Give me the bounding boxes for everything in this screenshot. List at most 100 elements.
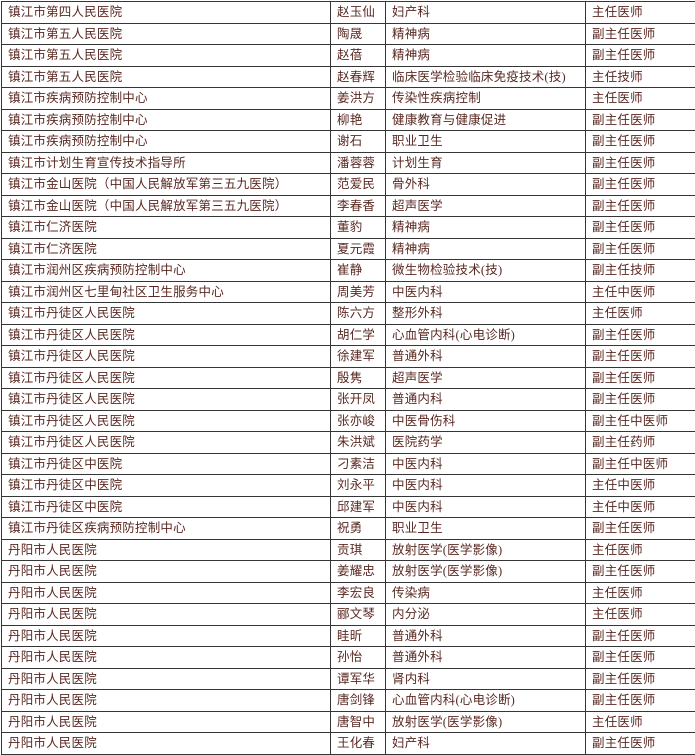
cell-specialty: 心血管内科(心电诊断) bbox=[386, 324, 586, 346]
table-row: 镇江市第五人民医院 赵春辉 临床医学检验临床免疫技术(技) 主任技师 bbox=[2, 66, 695, 88]
cell-specialty: 普通内科 bbox=[386, 389, 586, 411]
table-row: 镇江市第五人民医院 赵蓓 精神病 副主任医师 bbox=[2, 45, 695, 67]
table-row: 镇江市丹徒区中医院 邱建军 中医内科 主任中医师 bbox=[2, 496, 695, 518]
cell-specialty: 妇产科 bbox=[386, 2, 586, 24]
cell-person-name: 刘永平 bbox=[331, 475, 386, 497]
cell-specialty: 中医骨伤科 bbox=[386, 410, 586, 432]
cell-title: 主任医师 bbox=[586, 539, 695, 561]
cell-person-name: 唐智中 bbox=[331, 711, 386, 733]
cell-title: 主任医师 bbox=[586, 582, 695, 604]
cell-title: 副主任医师 bbox=[586, 217, 695, 239]
cell-title: 主任中医师 bbox=[586, 475, 695, 497]
table-row: 丹阳市人民医院 姜耀忠 放射医学(医学影像) 副主任医师 bbox=[2, 561, 695, 583]
cell-specialty: 整形外科 bbox=[386, 303, 586, 325]
cell-specialty: 精神病 bbox=[386, 45, 586, 67]
cell-person-name: 赵蓓 bbox=[331, 45, 386, 67]
cell-institution: 丹阳市人民医院 bbox=[2, 690, 331, 712]
cell-title: 副主任医师 bbox=[586, 690, 695, 712]
cell-title: 副主任医师 bbox=[586, 195, 695, 217]
cell-institution: 镇江市丹徒区人民医院 bbox=[2, 432, 331, 454]
cell-specialty: 放射医学(医学影像) bbox=[386, 539, 586, 561]
cell-title: 主任医师 bbox=[586, 2, 695, 24]
cell-institution: 镇江市丹徒区人民医院 bbox=[2, 346, 331, 368]
table-row: 丹阳市人民医院 谭军华 肾内科 副主任医师 bbox=[2, 668, 695, 690]
cell-person-name: 谢石 bbox=[331, 131, 386, 153]
cell-person-name: 贡琪 bbox=[331, 539, 386, 561]
table-row: 丹阳市人民医院 贡琪 放射医学(医学影像) 主任医师 bbox=[2, 539, 695, 561]
cell-person-name: 崔静 bbox=[331, 260, 386, 282]
cell-title: 主任医师 bbox=[586, 604, 695, 626]
cell-title: 副主任医师 bbox=[586, 238, 695, 260]
cell-specialty: 放射医学(医学影像) bbox=[386, 561, 586, 583]
cell-specialty: 肾内科 bbox=[386, 668, 586, 690]
cell-person-name: 郦文琴 bbox=[331, 604, 386, 626]
cell-institution: 丹阳市人民医院 bbox=[2, 561, 331, 583]
table-row: 镇江市丹徒区人民医院 张开凤 普通内科 副主任医师 bbox=[2, 389, 695, 411]
cell-title: 副主任医师 bbox=[586, 23, 695, 45]
cell-specialty: 超声医学 bbox=[386, 195, 586, 217]
table-row: 镇江市丹徒区中医院 刘永平 中医内科 主任中医师 bbox=[2, 475, 695, 497]
cell-specialty: 传染性疾病控制 bbox=[386, 88, 586, 110]
cell-specialty: 医院药学 bbox=[386, 432, 586, 454]
table-row: 丹阳市人民医院 李宏良 传染病 主任医师 bbox=[2, 582, 695, 604]
table-row: 丹阳市人民医院 眭昕 普通外科 副主任医师 bbox=[2, 625, 695, 647]
table-row: 丹阳市人民医院 唐智中 放射医学(医学影像) 主任医师 bbox=[2, 711, 695, 733]
table-row: 丹阳市人民医院 郦文琴 内分泌 主任医师 bbox=[2, 604, 695, 626]
cell-institution: 丹阳市人民医院 bbox=[2, 625, 331, 647]
cell-person-name: 徐建军 bbox=[331, 346, 386, 368]
cell-person-name: 夏元霞 bbox=[331, 238, 386, 260]
cell-institution: 丹阳市人民医院 bbox=[2, 711, 331, 733]
cell-person-name: 姜耀忠 bbox=[331, 561, 386, 583]
cell-specialty: 精神病 bbox=[386, 23, 586, 45]
cell-title: 副主任医师 bbox=[586, 367, 695, 389]
table-row: 镇江市疾病预防控制中心 谢石 职业卫生 副主任医师 bbox=[2, 131, 695, 153]
cell-person-name: 孙怡 bbox=[331, 647, 386, 669]
cell-institution: 镇江市丹徒区中医院 bbox=[2, 475, 331, 497]
cell-title: 主任医师 bbox=[586, 88, 695, 110]
cell-person-name: 陶晟 bbox=[331, 23, 386, 45]
cell-title: 副主任中医师 bbox=[586, 410, 695, 432]
cell-title: 副主任中医师 bbox=[586, 453, 695, 475]
cell-specialty: 普通外科 bbox=[386, 647, 586, 669]
cell-person-name: 柳艳 bbox=[331, 109, 386, 131]
cell-specialty: 健康教育与健康促进 bbox=[386, 109, 586, 131]
table-row: 镇江市第四人民医院 赵玉仙 妇产科 主任医师 bbox=[2, 2, 695, 24]
table-row: 丹阳市人民医院 唐剑锋 心血管内科(心电诊断) 副主任医师 bbox=[2, 690, 695, 712]
cell-institution: 镇江市疾病预防控制中心 bbox=[2, 109, 331, 131]
cell-person-name: 范爱民 bbox=[331, 174, 386, 196]
cell-specialty: 精神病 bbox=[386, 238, 586, 260]
cell-title: 副主任医师 bbox=[586, 625, 695, 647]
cell-institution: 丹阳市人民医院 bbox=[2, 582, 331, 604]
cell-title: 副主任医师 bbox=[586, 518, 695, 540]
cell-institution: 丹阳市人民医院 bbox=[2, 604, 331, 626]
table-row: 镇江市仁济医院 夏元霞 精神病 副主任医师 bbox=[2, 238, 695, 260]
cell-specialty: 普通外科 bbox=[386, 346, 586, 368]
cell-person-name: 张亦峻 bbox=[331, 410, 386, 432]
cell-institution: 镇江市丹徒区人民医院 bbox=[2, 410, 331, 432]
cell-specialty: 内分泌 bbox=[386, 604, 586, 626]
cell-person-name: 李春香 bbox=[331, 195, 386, 217]
cell-title: 主任中医师 bbox=[586, 281, 695, 303]
cell-institution: 镇江市丹徒区人民医院 bbox=[2, 367, 331, 389]
cell-title: 副主任医师 bbox=[586, 647, 695, 669]
cell-specialty: 中医内科 bbox=[386, 453, 586, 475]
cell-person-name: 唐剑锋 bbox=[331, 690, 386, 712]
cell-institution: 丹阳市人民医院 bbox=[2, 647, 331, 669]
cell-person-name: 胡仁学 bbox=[331, 324, 386, 346]
table-row: 镇江市丹徒区人民医院 胡仁学 心血管内科(心电诊断) 副主任医师 bbox=[2, 324, 695, 346]
cell-person-name: 谭军华 bbox=[331, 668, 386, 690]
cell-title: 主任医师 bbox=[586, 711, 695, 733]
cell-title: 副主任医师 bbox=[586, 131, 695, 153]
table-row: 镇江市润州区七里甸社区卫生服务中心 周美芳 中医内科 主任中医师 bbox=[2, 281, 695, 303]
table-row: 镇江市丹徒区人民医院 陈六方 整形外科 主任医师 bbox=[2, 303, 695, 325]
cell-specialty: 超声医学 bbox=[386, 367, 586, 389]
cell-person-name: 赵春辉 bbox=[331, 66, 386, 88]
cell-institution: 镇江市丹徒区人民医院 bbox=[2, 389, 331, 411]
cell-person-name: 董豹 bbox=[331, 217, 386, 239]
cell-institution: 镇江市仁济医院 bbox=[2, 217, 331, 239]
table-row: 镇江市第五人民医院 陶晟 精神病 副主任医师 bbox=[2, 23, 695, 45]
cell-institution: 镇江市丹徒区疾病预防控制中心 bbox=[2, 518, 331, 540]
cell-title: 副主任医师 bbox=[586, 668, 695, 690]
cell-institution: 镇江市丹徒区人民医院 bbox=[2, 303, 331, 325]
